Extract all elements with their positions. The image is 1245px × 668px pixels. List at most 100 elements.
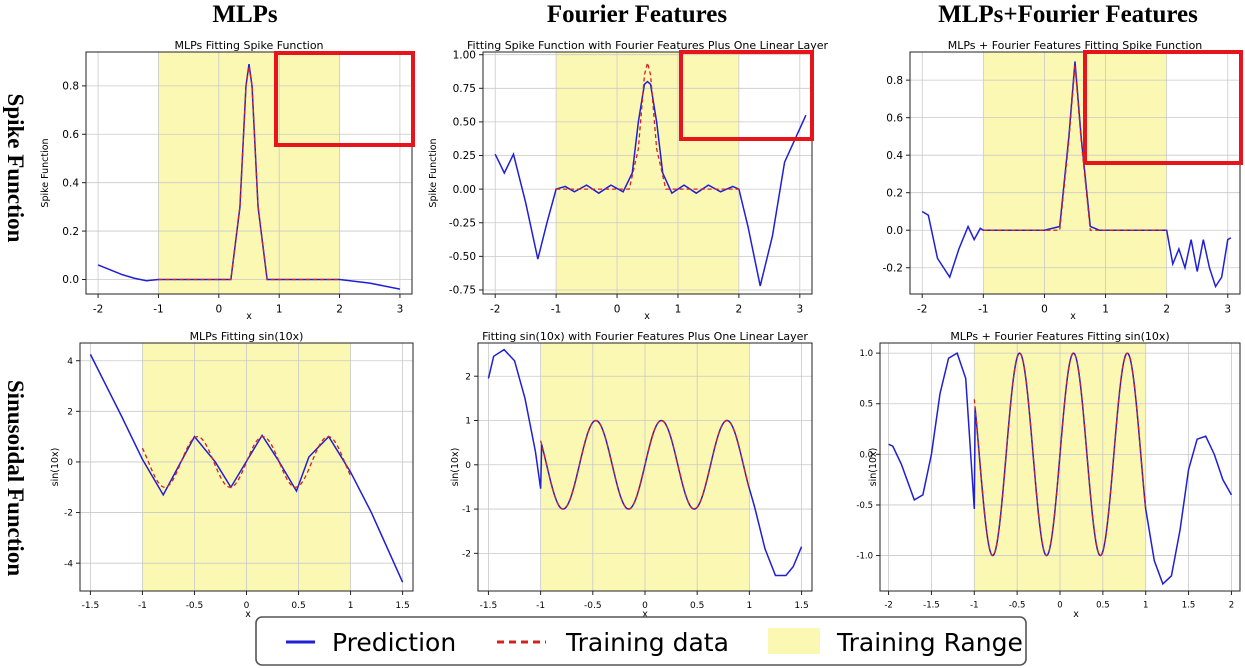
x-tick-label: 3	[796, 304, 803, 316]
subplot-title: MLPs + Fourier Features Fitting Spike Fu…	[948, 39, 1203, 52]
y-tick-label: 0.0	[62, 274, 79, 286]
x-tick-label: 1	[747, 601, 753, 611]
training-data-line	[540, 419, 751, 510]
x-axis-label: x	[642, 609, 648, 620]
legend-frame	[255, 616, 1027, 666]
y-tick-label: 0.2	[886, 187, 903, 199]
y-tick-label: -0.75	[449, 285, 476, 297]
x-tick-label: 0	[614, 304, 621, 316]
y-tick-label: 2	[67, 407, 73, 417]
y-tick-label: 0.6	[62, 129, 79, 141]
training-data-line	[556, 62, 739, 190]
y-tick-label: -0.25	[449, 217, 476, 229]
x-tick-label: -0.5	[584, 601, 602, 611]
row-title-spike: Spike Function	[3, 94, 28, 243]
row-title-sinusoidal: Sinusoidal Function	[3, 380, 28, 576]
y-tick-label: 0.0	[859, 450, 873, 460]
y-tick-label: 0.4	[62, 177, 79, 189]
training-data-line	[158, 66, 340, 281]
subplot-title: MLPs Fitting Spike Function	[174, 39, 323, 52]
column-title-fourier-features: Fourier Features	[547, 1, 728, 28]
y-tick-label: -4	[64, 559, 73, 569]
column-title-mlps: MLPs	[212, 1, 278, 28]
y-tick-label: 1.0	[859, 349, 873, 359]
x-tick-label: 2	[1229, 601, 1234, 611]
y-tick-label: -1.0	[856, 552, 873, 562]
prediction-line	[921, 61, 1232, 289]
x-tick-label: -1.5	[480, 601, 498, 611]
y-tick-label: -1	[462, 505, 471, 515]
y-tick-label: 1.00	[453, 49, 476, 61]
x-tick-label: -2	[490, 304, 500, 316]
zoom-highlight-box	[274, 51, 415, 147]
y-tick-label: 0.5	[859, 400, 873, 410]
y-tick-label: 0.50	[453, 117, 476, 129]
x-tick-label: -0.5	[186, 601, 204, 611]
y-tick-label: -2	[462, 550, 471, 560]
y-axis-label: sin(10x)	[50, 448, 61, 487]
y-tick-label: 0.0	[886, 225, 903, 237]
y-tick-label: 0.25	[453, 150, 476, 162]
subplot-title: MLPs + Fourier Features Fitting sin(10x)	[950, 330, 1169, 343]
y-tick-label: -0.5	[856, 501, 873, 511]
y-axis-label: Spike Function	[428, 138, 439, 207]
training-range-band	[158, 52, 340, 294]
x-tick-label: 0.5	[1096, 601, 1110, 611]
x-axis-label: x	[245, 609, 251, 620]
training-range-band	[983, 52, 1167, 294]
x-tick-label: 1	[348, 601, 354, 611]
legend-range-swatch	[768, 628, 820, 654]
y-tick-label: -0.2	[883, 262, 904, 274]
x-tick-label: -1.5	[923, 601, 940, 611]
subplot-title: Fitting sin(10x) with Fourier Features P…	[482, 330, 808, 343]
y-axis-label: sin(10x)	[450, 448, 461, 487]
y-tick-label: -2	[64, 509, 73, 519]
y-tick-label: 0.75	[453, 83, 476, 95]
training-data-line	[141, 435, 352, 488]
axes-frame	[909, 51, 1241, 295]
x-tick-label: 1	[276, 304, 283, 316]
x-tick-label: 1.5	[1182, 601, 1196, 611]
x-tick-label: 0	[642, 601, 648, 611]
training-data-line	[973, 352, 1147, 557]
legend-range-label: Training Range	[836, 628, 1023, 657]
x-tick-label: 0.5	[291, 601, 305, 611]
legend-training-label: Training data	[565, 628, 729, 657]
x-tick-label: -1	[536, 601, 545, 611]
x-tick-label: -1	[970, 601, 978, 611]
y-axis-label: sin(10x)	[868, 448, 879, 487]
x-tick-label: -2	[93, 304, 103, 316]
y-tick-label: 0.8	[62, 81, 79, 93]
x-tick-label: -1	[978, 304, 988, 316]
x-tick-label: -2	[917, 304, 927, 316]
y-tick-label: 4	[67, 357, 73, 367]
axes-frame	[85, 51, 413, 295]
training-range-band	[556, 52, 739, 294]
y-tick-label: 0.00	[453, 184, 476, 196]
subplot-3: -2 -1 0 1 2 3 -0.2 0.0 0.2 0.4 0.6 0.8 MLPs + Fourie…	[883, 39, 1241, 322]
zoom-highlight-box	[679, 50, 814, 141]
x-tick-label: 2	[736, 304, 743, 316]
x-tick-label: -1	[138, 601, 147, 611]
x-tick-label: 1	[675, 304, 682, 316]
legend: Prediction Training data Training Range	[255, 616, 1027, 666]
subplot-title: MLPs Fitting sin(10x)	[190, 330, 304, 343]
training-data-line	[983, 65, 1167, 231]
x-tick-label: -1	[551, 304, 561, 316]
y-tick-label: 0	[465, 461, 471, 471]
x-tick-label: 0.5	[690, 601, 704, 611]
x-axis-label: x	[1070, 311, 1076, 322]
x-tick-label: 0	[1041, 304, 1048, 316]
subplot-5: -1.5 -1 -0.5 0 0.5 1 1.5 -2 -1 0 1 2 Fitting sin(10x…	[450, 330, 813, 620]
axes-frame	[482, 51, 813, 295]
column-title-mlps-fourier-features: MLPs+Fourier Features	[938, 1, 1198, 28]
x-tick-label: -2	[884, 601, 892, 611]
y-tick-label: 0.4	[886, 150, 903, 162]
x-tick-label: 0	[1057, 601, 1062, 611]
x-tick-label: 1	[1102, 304, 1109, 316]
legend-prediction-label: Prediction	[332, 628, 456, 657]
y-tick-label: 0.2	[62, 226, 79, 238]
subplot-4: -1.5 -1 -0.5 0 0.5 1 1.5 -4 -2 0 2 4 MLPs Fitting si…	[50, 330, 414, 620]
x-tick-label: 2	[1163, 304, 1170, 316]
